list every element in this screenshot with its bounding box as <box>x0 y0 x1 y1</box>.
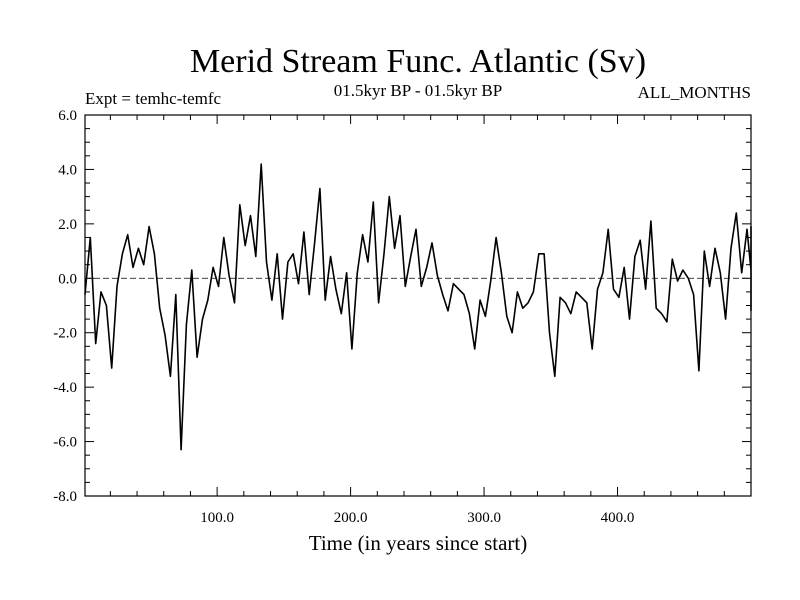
y-tick-label: -2.0 <box>53 326 77 342</box>
y-tick-label: -6.0 <box>53 435 77 451</box>
y-tick-label: 2.0 <box>58 217 77 233</box>
x-axis-label: Time (in years since start) <box>309 531 528 555</box>
chart-title: Merid Stream Func. Atlantic (Sv) <box>190 43 646 80</box>
y-tick-label: -4.0 <box>53 380 77 396</box>
y-tick-label: 6.0 <box>58 108 77 124</box>
period-label: 01.5kyr BP - 01.5kyr BP <box>334 81 502 100</box>
y-tick-label: -8.0 <box>53 489 77 505</box>
x-tick-label: 300.0 <box>467 510 501 526</box>
x-tick-label: 400.0 <box>601 510 635 526</box>
y-tick-label: 0.0 <box>58 271 77 287</box>
series-line <box>84 163 752 451</box>
months-label: ALL_MONTHS <box>638 83 751 102</box>
x-tick-label: 100.0 <box>200 510 234 526</box>
experiment-label: Expt = temhc-temfc <box>85 89 222 108</box>
x-tick-label: 200.0 <box>334 510 368 526</box>
plot-area: -8.0 -6.0 -4.0 -2.0 0.0 2.0 4.0 6.0 100.0 200.0 30… <box>53 108 752 526</box>
plot-frame <box>84 114 752 497</box>
y-tick-label: 4.0 <box>58 162 77 178</box>
